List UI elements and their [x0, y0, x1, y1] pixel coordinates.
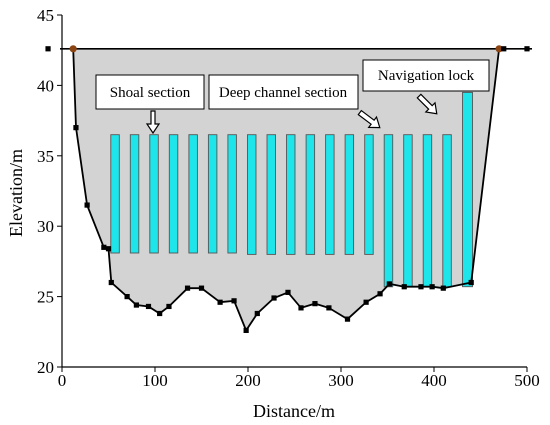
shoal-pillar-3 [149, 134, 159, 254]
data-point [298, 305, 304, 311]
data-point [254, 310, 260, 317]
data-point [418, 284, 424, 290]
shoal-pillar-4 [168, 134, 179, 254]
x-tick-label: 100 [142, 371, 168, 390]
shoal-arrow-icon [145, 110, 161, 135]
navigation-pillar-1 [383, 134, 394, 288]
navigation-pillar-3 [422, 134, 433, 288]
data-point [243, 327, 249, 333]
deep-label: Deep channel section [219, 85, 348, 101]
x-tick-label: 500 [514, 371, 540, 390]
data-point [271, 295, 277, 301]
deep-pillar-3 [286, 134, 296, 255]
navigation-pillar-4 [442, 134, 452, 288]
deep-arrow-icon [357, 109, 381, 129]
y-tick-label: 25 [37, 288, 54, 307]
data-point [524, 46, 530, 52]
y-axis-title: Elevation/m [6, 149, 26, 237]
data-point [326, 305, 332, 311]
y-tick-label: 45 [37, 6, 54, 25]
pillars-group [110, 91, 473, 288]
deep-pillar-4 [305, 134, 316, 255]
data-point [468, 279, 474, 286]
data-point [377, 291, 383, 297]
shoal-label-box [95, 74, 205, 110]
x-tick-label: 400 [421, 371, 447, 390]
data-point [166, 303, 172, 310]
lock-label: Navigation lock [378, 68, 475, 84]
data-point [440, 285, 446, 291]
shoal-pillar-6 [207, 134, 218, 254]
data-point [124, 294, 130, 300]
data-point [184, 285, 191, 291]
lock-label-box [362, 59, 490, 92]
endpoint-marker [495, 45, 503, 53]
lock-arrow-icon [416, 93, 438, 115]
data-point [157, 310, 163, 317]
data-point [344, 316, 351, 322]
data-point [45, 46, 51, 52]
axes: 0 100 200 300 400 500 20 25 30 35 40 45 [37, 6, 540, 390]
data-point [198, 285, 205, 291]
shoal-pillar-5 [188, 134, 198, 254]
data-point [133, 302, 139, 308]
data-point [105, 246, 112, 252]
shoal-pillar-2 [129, 134, 140, 254]
deep-pillar-2 [266, 134, 276, 255]
data-point [429, 284, 435, 290]
data-point [145, 303, 152, 310]
lock-wall [462, 91, 473, 288]
data-point [231, 298, 237, 304]
data-point [73, 125, 79, 131]
x-axis-title: Distance/m [253, 401, 335, 421]
y-tick-label: 40 [37, 76, 54, 95]
data-point [84, 202, 90, 208]
shoal-pillar-1 [110, 134, 120, 254]
shoal-pillar-7 [227, 134, 237, 254]
data-point [108, 279, 114, 286]
x-tick-label: 0 [58, 371, 67, 390]
deep-pillar-5 [325, 134, 335, 255]
data-point [285, 289, 291, 295]
deep-pillar-1 [247, 134, 257, 255]
data-point [101, 244, 107, 250]
endpoint-marker [69, 45, 77, 53]
data-point [401, 284, 407, 290]
data-point [386, 281, 392, 287]
data-point [501, 46, 507, 52]
data-point [312, 301, 318, 307]
x-tick-label: 200 [235, 371, 261, 390]
y-tick-label: 35 [37, 147, 54, 166]
shoal-label: Shoal section [110, 85, 191, 101]
data-point [217, 299, 223, 305]
riverbed-line-group [45, 45, 530, 333]
navigation-pillar-2 [403, 134, 413, 288]
deep-pillar-6 [344, 134, 355, 255]
deep-label-box [208, 74, 359, 110]
y-tick-label: 20 [37, 358, 54, 377]
x-tick-label: 300 [328, 371, 354, 390]
data-point [363, 299, 369, 305]
deep-pillar-7 [364, 134, 374, 255]
y-tick-label: 30 [37, 217, 54, 236]
annotations: Shoal section Deep channel section Navig… [95, 59, 490, 135]
